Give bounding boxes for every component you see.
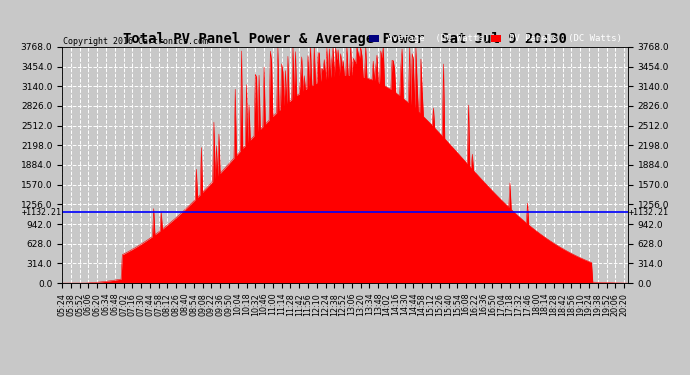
Title: Total PV Panel Power & Average Power  Sat Jul 9 20:30: Total PV Panel Power & Average Power Sat… [123, 32, 567, 46]
Legend: Average  (DC Watts), PV Panels  (DC Watts): Average (DC Watts), PV Panels (DC Watts) [367, 33, 623, 45]
Text: Copyright 2016 Cartronics.com: Copyright 2016 Cartronics.com [63, 37, 208, 46]
Text: +1132.21: +1132.21 [629, 208, 669, 217]
Text: +1132.21: +1132.21 [21, 208, 61, 217]
